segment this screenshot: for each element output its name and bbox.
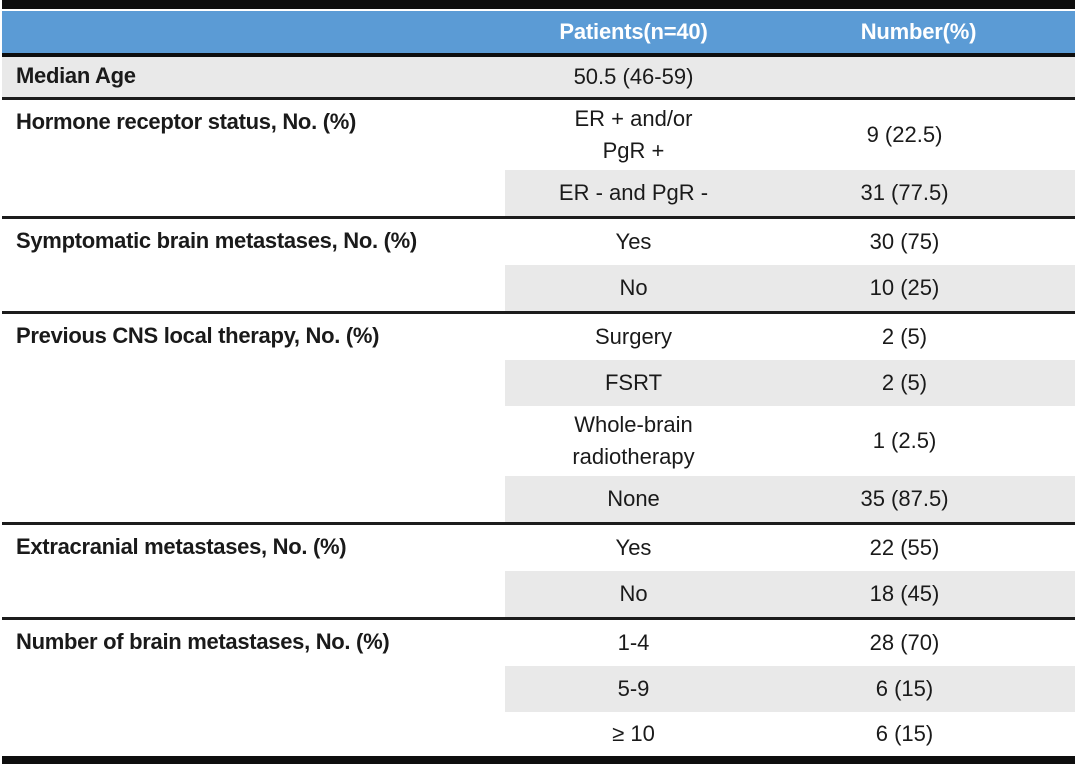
number-cell: 6 (15)	[875, 721, 934, 746]
table-row: Yes 22 (55)	[505, 525, 1075, 571]
section-rows: 50.5 (46-59)	[505, 57, 1075, 97]
section-label-previous-cns-local-therapy: Previous CNS local therapy, No. (%)	[16, 323, 380, 348]
column-header-number: Number(%)	[860, 19, 977, 44]
section-label-symptomatic-brain-metastases: Symptomatic brain metastases, No. (%)	[16, 228, 417, 253]
number-cell: 28 (70)	[869, 630, 940, 655]
table-bottom-border	[2, 756, 1075, 764]
table-row: ≥ 10 6 (15)	[505, 712, 1075, 756]
value-cell: ≥ 10	[612, 721, 655, 747]
section-label-number-of-brain-metastases: Number of brain metastases, No. (%)	[16, 629, 390, 654]
header-divider	[2, 53, 1075, 57]
section-rows: Yes 30 (75) No 10 (25)	[505, 219, 1075, 311]
number-cell: 2 (5)	[881, 370, 928, 395]
value-cell: None	[607, 486, 660, 512]
table-row: Yes 30 (75)	[505, 219, 1075, 265]
table-row: ER + and/or PgR + 9 (22.5)	[505, 100, 1075, 170]
section-extracranial-metastases: Extracranial metastases, No. (%) Yes 22 …	[2, 522, 1075, 617]
table-row: None 35 (87.5)	[505, 476, 1075, 522]
section-hormone-receptor-status: Hormone receptor status, No. (%) ER + an…	[2, 97, 1075, 216]
value-cell: ER + and/or PgR +	[574, 106, 693, 163]
value-cell: 50.5 (46-59)	[573, 64, 694, 90]
table-row: Whole-brain radiotherapy 1 (2.5)	[505, 406, 1075, 476]
value-cell: No	[619, 581, 648, 607]
value-cell: Surgery	[594, 324, 673, 350]
table-row: No 10 (25)	[505, 265, 1075, 311]
value-cell: Whole-brain radiotherapy	[572, 412, 695, 469]
number-cell: 10 (25)	[869, 275, 940, 300]
section-rows: ER + and/or PgR + 9 (22.5) ER - and PgR …	[505, 100, 1075, 216]
value-cell: FSRT	[604, 370, 663, 396]
section-label-extracranial-metastases: Extracranial metastases, No. (%)	[16, 534, 347, 559]
section-previous-cns-local-therapy: Previous CNS local therapy, No. (%) Surg…	[2, 311, 1075, 522]
section-label-median-age: Median Age	[16, 63, 136, 88]
section-rows: Surgery 2 (5) FSRT 2 (5) Whole-brain rad…	[505, 314, 1075, 522]
table: Patients(n=40) Number(%) Median Age 50.5…	[2, 0, 1075, 764]
section-rows: Yes 22 (55) No 18 (45)	[505, 525, 1075, 617]
number-cell: 18 (45)	[869, 581, 940, 606]
table-row: FSRT 2 (5)	[505, 360, 1075, 406]
section-label-hormone-receptor-status: Hormone receptor status, No. (%)	[16, 109, 357, 134]
table-row: 1-4 28 (70)	[505, 620, 1075, 666]
table-row: ER - and PgR - 31 (77.5)	[505, 170, 1075, 216]
value-cell: 5-9	[617, 676, 650, 702]
table-row: 50.5 (46-59)	[505, 57, 1075, 97]
table-row: 5-9 6 (15)	[505, 666, 1075, 712]
number-cell: 1 (2.5)	[872, 428, 937, 453]
number-cell: 30 (75)	[869, 229, 940, 254]
number-cell: 35 (87.5)	[860, 486, 949, 511]
number-cell: 9 (22.5)	[866, 122, 943, 147]
number-cell: 6 (15)	[875, 676, 934, 701]
number-cell: 31 (77.5)	[860, 180, 949, 205]
section-rows: 1-4 28 (70) 5-9 6 (15) ≥ 10 6 (15)	[505, 620, 1075, 756]
section-number-of-brain-metastases: Number of brain metastases, No. (%) 1-4 …	[2, 617, 1075, 756]
section-symptomatic-brain-metastases: Symptomatic brain metastases, No. (%) Ye…	[2, 216, 1075, 311]
number-cell: 2 (5)	[881, 324, 928, 349]
value-cell: 1-4	[617, 630, 650, 656]
table-header-row: Patients(n=40) Number(%)	[2, 11, 1075, 53]
number-cell: 22 (55)	[869, 535, 940, 560]
value-cell: No	[619, 275, 648, 301]
value-cell: ER - and PgR -	[558, 180, 709, 206]
value-cell: Yes	[615, 229, 652, 255]
section-median-age: Median Age 50.5 (46-59)	[2, 57, 1075, 97]
value-cell: Yes	[615, 535, 652, 561]
table-top-border	[2, 0, 1075, 9]
table-row: Surgery 2 (5)	[505, 314, 1075, 360]
column-header-patients: Patients(n=40)	[559, 19, 708, 44]
table-row: No 18 (45)	[505, 571, 1075, 617]
